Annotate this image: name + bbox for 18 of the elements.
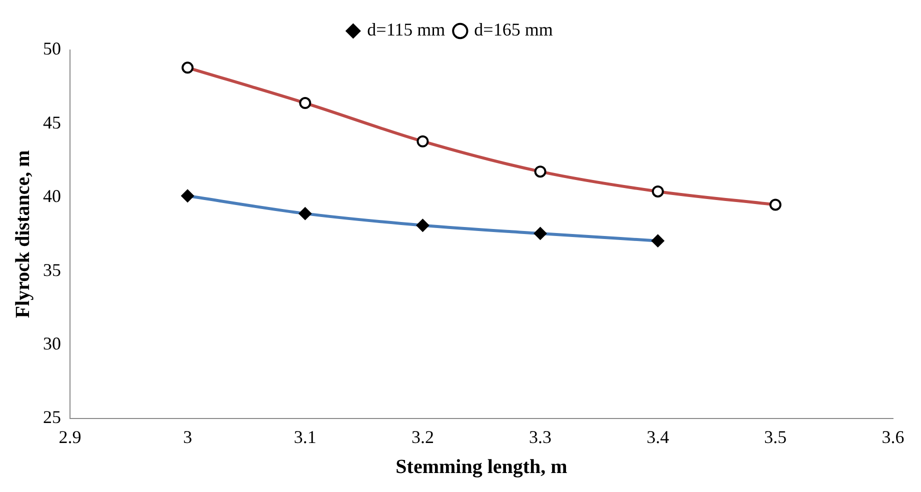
x-tick-label: 3.5 [764,426,787,447]
y-tick-label: 35 [43,260,61,280]
y-tick-label: 45 [43,112,61,132]
x-tick-label: 3.1 [294,426,316,447]
y-axis-title: Flyrock distance, m [12,150,34,318]
legend-label: d=115 mm [367,20,446,40]
y-tick-label: 50 [43,38,61,59]
x-tick-label: 3.4 [646,426,670,447]
x-axis-title: Stemming length, m [396,456,568,478]
x-tick-label: 3.6 [882,426,904,447]
y-tick-label: 40 [43,186,61,206]
x-tick-label: 2.9 [58,426,82,447]
y-tick-label: 25 [43,407,61,428]
x-tick-label: 3.3 [529,426,552,447]
legend-label: d=165 mm [474,20,553,40]
y-tick-label: 30 [43,333,61,354]
x-tick-label: 3 [183,426,192,447]
x-tick-label: 3.2 [411,426,434,447]
